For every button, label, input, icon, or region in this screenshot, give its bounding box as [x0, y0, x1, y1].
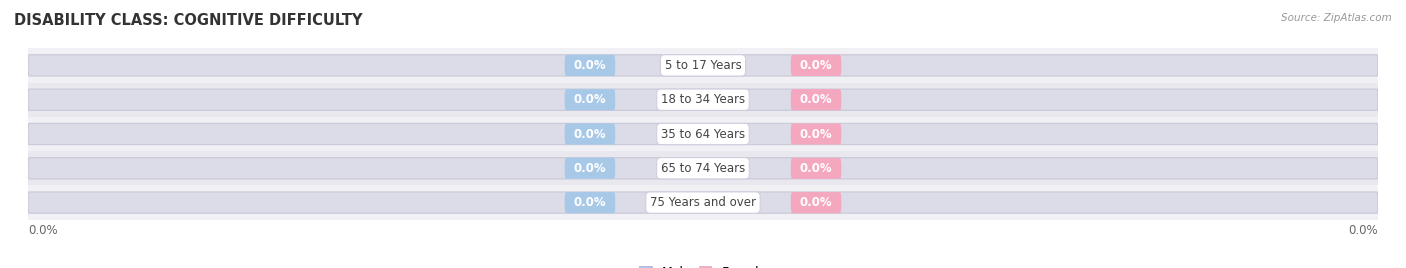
- Text: DISABILITY CLASS: COGNITIVE DIFFICULTY: DISABILITY CLASS: COGNITIVE DIFFICULTY: [14, 13, 363, 28]
- FancyBboxPatch shape: [565, 55, 616, 76]
- Text: 0.0%: 0.0%: [574, 196, 606, 209]
- FancyBboxPatch shape: [790, 123, 841, 145]
- Legend: Male, Female: Male, Female: [640, 266, 766, 268]
- FancyBboxPatch shape: [565, 192, 616, 213]
- Text: 0.0%: 0.0%: [800, 128, 832, 140]
- Bar: [28, 151, 1378, 185]
- FancyBboxPatch shape: [790, 55, 841, 76]
- Text: 35 to 64 Years: 35 to 64 Years: [661, 128, 745, 140]
- FancyBboxPatch shape: [565, 89, 616, 110]
- Text: 0.0%: 0.0%: [1348, 224, 1378, 237]
- Text: 0.0%: 0.0%: [800, 162, 832, 175]
- Bar: [28, 185, 1378, 220]
- Text: 0.0%: 0.0%: [800, 93, 832, 106]
- Text: Source: ZipAtlas.com: Source: ZipAtlas.com: [1281, 13, 1392, 23]
- FancyBboxPatch shape: [28, 89, 1378, 110]
- FancyBboxPatch shape: [28, 55, 1378, 76]
- Text: 5 to 17 Years: 5 to 17 Years: [665, 59, 741, 72]
- Text: 65 to 74 Years: 65 to 74 Years: [661, 162, 745, 175]
- FancyBboxPatch shape: [28, 158, 1378, 179]
- Text: 0.0%: 0.0%: [800, 196, 832, 209]
- Text: 75 Years and over: 75 Years and over: [650, 196, 756, 209]
- Text: 0.0%: 0.0%: [800, 59, 832, 72]
- FancyBboxPatch shape: [565, 158, 616, 179]
- Text: 0.0%: 0.0%: [574, 128, 606, 140]
- Text: 0.0%: 0.0%: [28, 224, 58, 237]
- FancyBboxPatch shape: [28, 192, 1378, 213]
- Text: 0.0%: 0.0%: [574, 162, 606, 175]
- FancyBboxPatch shape: [28, 123, 1378, 145]
- FancyBboxPatch shape: [565, 123, 616, 145]
- Bar: [28, 48, 1378, 83]
- FancyBboxPatch shape: [790, 89, 841, 110]
- FancyBboxPatch shape: [790, 158, 841, 179]
- Text: 0.0%: 0.0%: [574, 59, 606, 72]
- Text: 0.0%: 0.0%: [574, 93, 606, 106]
- FancyBboxPatch shape: [790, 192, 841, 213]
- Bar: [28, 83, 1378, 117]
- Text: 18 to 34 Years: 18 to 34 Years: [661, 93, 745, 106]
- Bar: [28, 117, 1378, 151]
